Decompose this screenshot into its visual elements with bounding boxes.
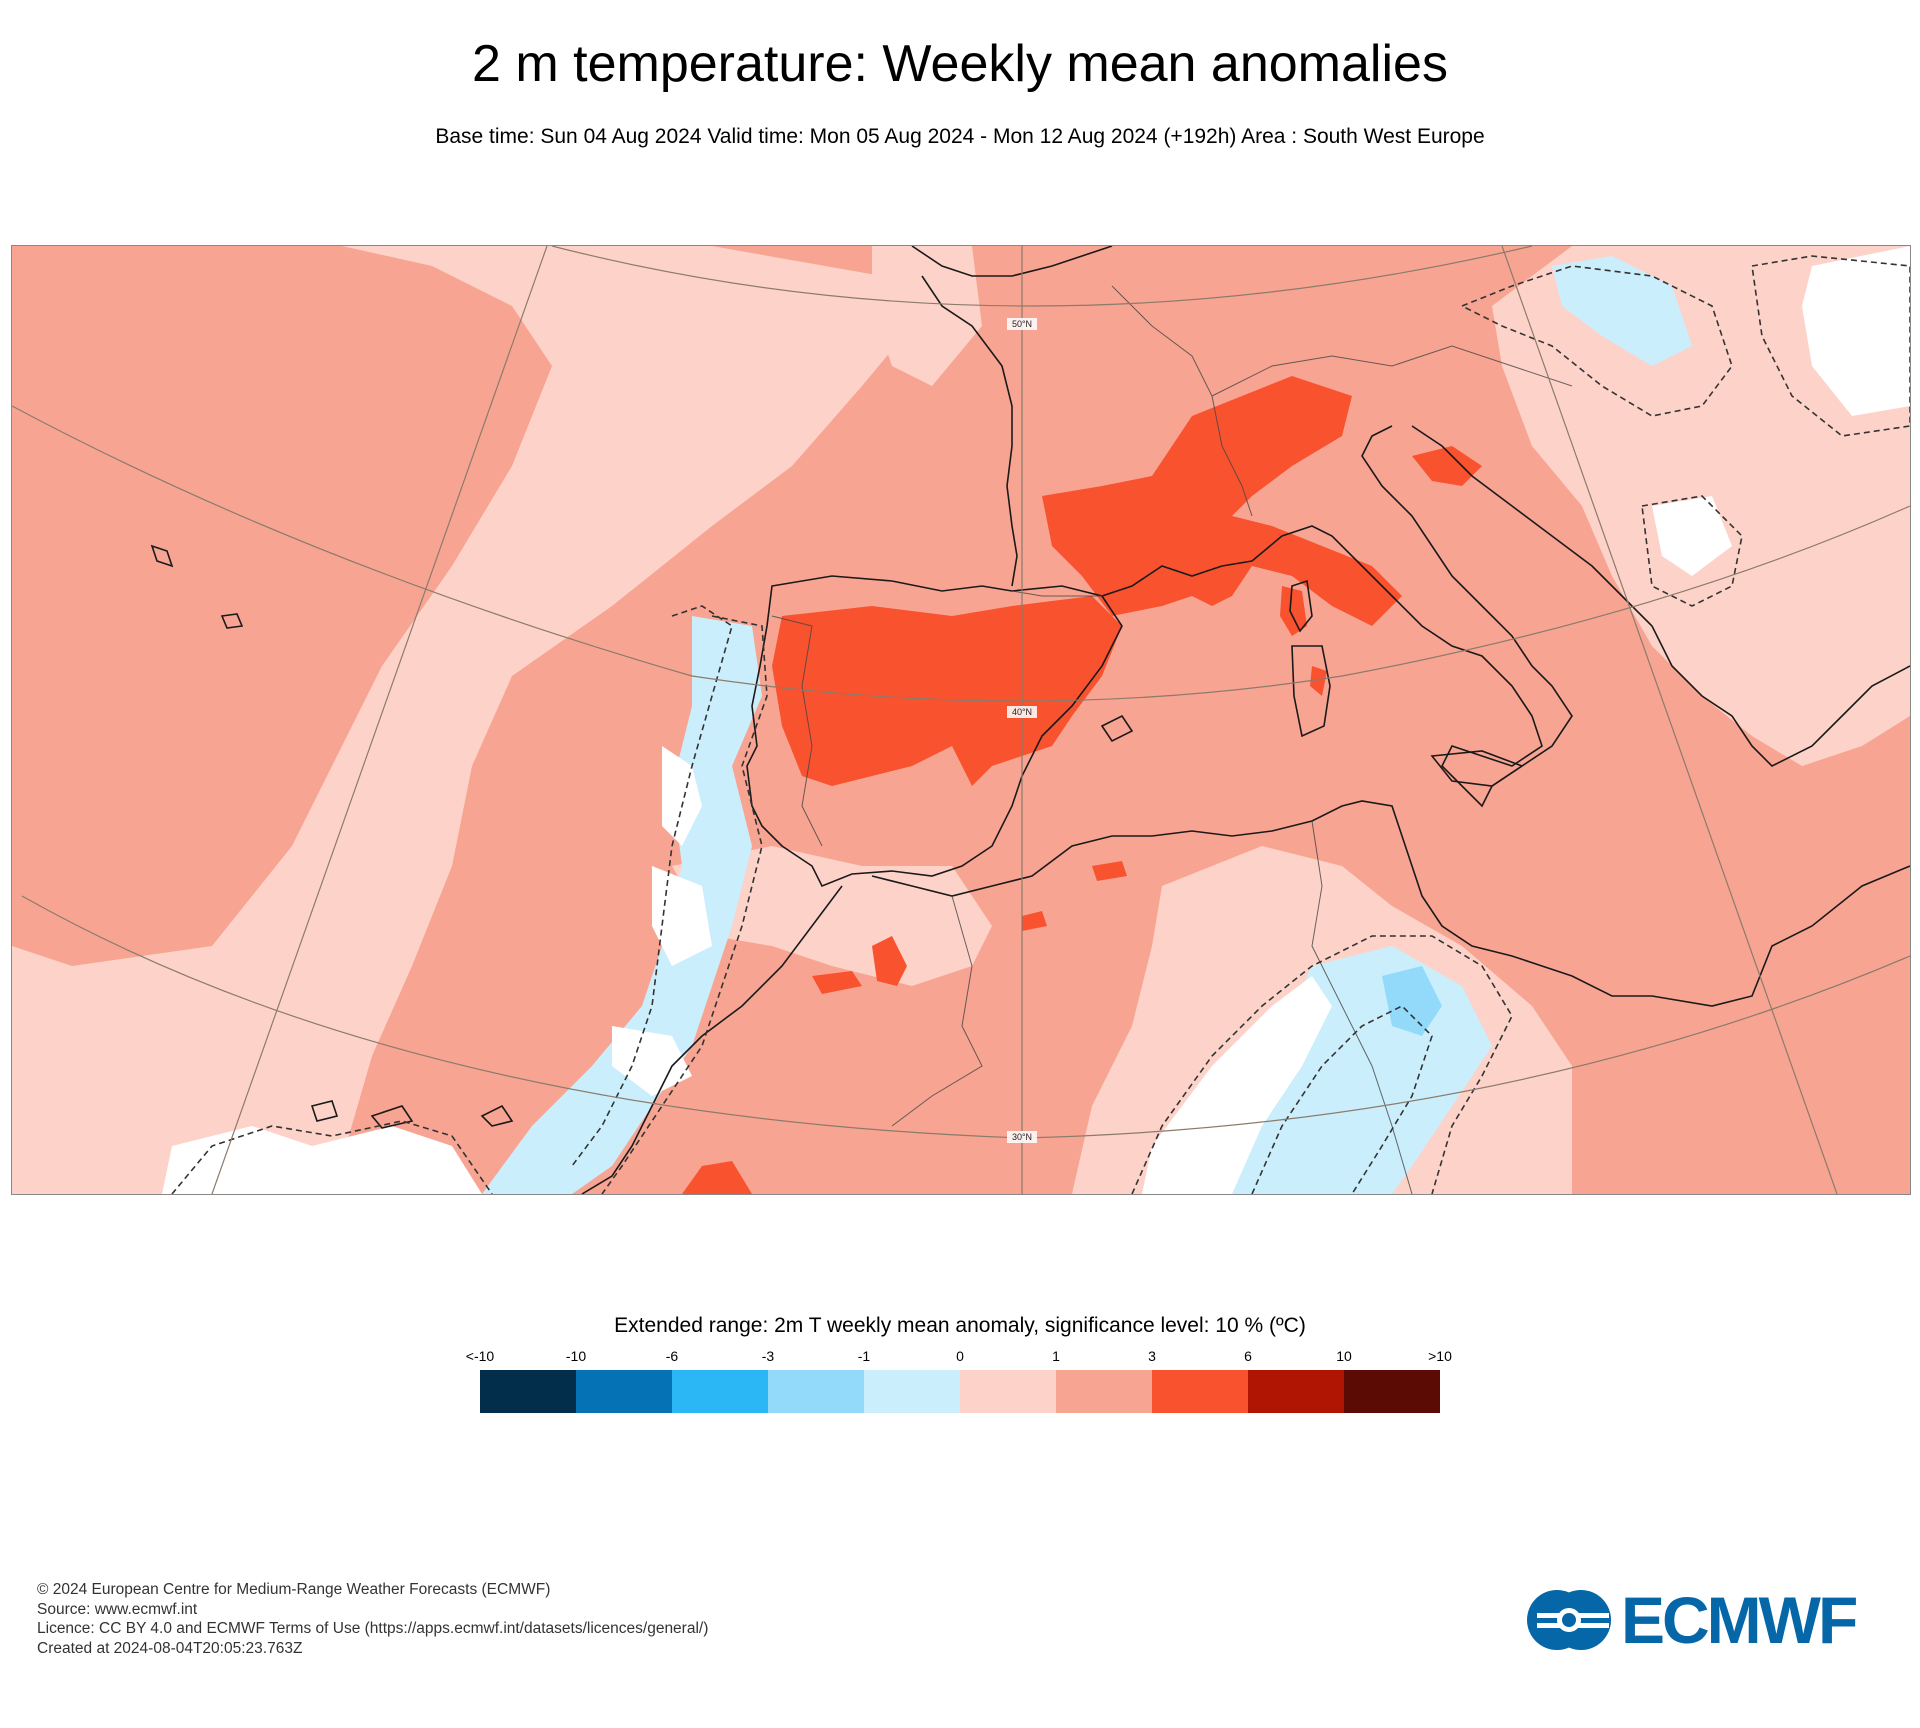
anomaly-3-6-sahara: [682, 1161, 752, 1194]
legend-colorbar: [480, 1370, 1440, 1413]
footer: © 2024 European Centre for Medium-Range …: [37, 1580, 708, 1658]
non-sig-canaries: [162, 1126, 482, 1194]
contour-africa: [1131, 935, 1513, 1194]
legend-swatch: [576, 1370, 672, 1413]
coast-britain: [911, 246, 1113, 277]
lat-label-bg-50: [1007, 318, 1037, 330]
anomaly-0-1-iberia-coast: [672, 846, 992, 986]
anomaly-3-6-iberia: [772, 596, 1122, 786]
coast-greece: [1651, 625, 1910, 767]
contour-africa-inner: [1251, 1005, 1433, 1194]
coast-corsica: [1289, 579, 1313, 633]
anomaly-3-6-france: [1042, 376, 1402, 626]
legend-ticks: <-10 -10 -6 -3 -1 0 1 3 6 10 >10: [466, 1348, 1452, 1366]
ecmwf-logo-mark: [1527, 1590, 1611, 1650]
footer-copyright: © 2024 European Centre for Medium-Range …: [37, 1581, 551, 1598]
coastlines: [150, 246, 1910, 1194]
legend-swatch: [1248, 1370, 1344, 1413]
graticule: [12, 246, 1910, 1194]
legend-tick: 10: [1336, 1348, 1352, 1364]
lat-label-30: 30°N: [1012, 1132, 1032, 1142]
legend-tick: -6: [665, 1348, 679, 1364]
lat-label-bg-40: [1007, 706, 1037, 718]
legend-title: Extended range: 2m T weekly mean anomaly…: [614, 1314, 1306, 1337]
contour-greece: [1641, 495, 1743, 607]
contour-portugal-inner: [571, 605, 733, 1167]
chart-subtitle: Base time: Sun 04 Aug 2024 Valid time: M…: [435, 125, 1485, 148]
lat-label-bg-30: [1007, 1131, 1037, 1143]
ecmwf-logo-svg: ECMWF: [1527, 1583, 1859, 1657]
border-morocco-algeria: [891, 895, 983, 1127]
coast-sicily: [1430, 750, 1524, 787]
anomaly-0-1-atlantic: [12, 246, 912, 1194]
contour-canaries: [171, 1120, 493, 1194]
legend-tick: -3: [761, 1348, 775, 1364]
border-spain-france: [1011, 590, 1102, 597]
borders: [771, 285, 1573, 1194]
legend-swatch: [864, 1370, 960, 1413]
legend-swatch: [672, 1370, 768, 1413]
contour-portugal: [601, 615, 768, 1194]
legend-tick: 0: [956, 1348, 964, 1364]
coast-sardinia: [1291, 645, 1331, 738]
graticule-lon-west-1: [211, 246, 548, 1194]
coast-north-africa: [871, 800, 1910, 1007]
legend-swatch: [480, 1370, 576, 1413]
legend-tick: -1: [857, 1348, 871, 1364]
coast-france-med: [1101, 560, 1253, 597]
anomaly-map: 50°N 40°N 30°N: [11, 245, 1911, 1195]
legend-swatch: [1056, 1370, 1152, 1413]
graticule-lat-50: [551, 246, 1533, 307]
contour-balkans: [1460, 265, 1733, 417]
map-svg: 50°N 40°N 30°N: [12, 246, 1910, 1194]
border-spain-portugal: [771, 615, 823, 847]
non-sig-africa: [1142, 976, 1332, 1194]
anomaly-3-6-morocco: [812, 936, 907, 994]
legend-swatch: [768, 1370, 864, 1413]
legend-tick: -10: [565, 1348, 587, 1364]
footer-licence: Licence: CC BY 4.0 and ECMWF Terms of Us…: [37, 1620, 709, 1637]
anomaly-neg-balkans: [1552, 256, 1692, 366]
legend-tick: 1: [1052, 1348, 1060, 1364]
coast-adriatic-east: [1411, 425, 1653, 627]
legend-swatch: [1344, 1370, 1440, 1413]
border-central-europe: [1211, 345, 1573, 397]
significance-contours: [171, 255, 1910, 1194]
legend-tick: <-10: [465, 1348, 495, 1364]
anomaly-0-1-north: [872, 246, 982, 386]
logo-center-dot: [1562, 1613, 1576, 1627]
chart-title: 2 m temperature: Weekly mean anomalies: [472, 35, 1448, 93]
anomaly-3-6-adriatic: [1412, 446, 1482, 486]
legend-tick: 3: [1148, 1348, 1156, 1364]
anomaly-3-6-algeria: [1022, 861, 1127, 931]
coast-canaries: [310, 1100, 514, 1129]
coast-france-west: [921, 275, 1018, 587]
contour-east: [1751, 255, 1910, 437]
ecmwf-logo: ECMWF: [1525, 1583, 1885, 1657]
coast-balearics: [1100, 714, 1134, 743]
footer-created: Created at 2024-08-04T20:05:23.763Z: [37, 1639, 303, 1657]
anomaly-m3-m1-africa: [1382, 966, 1442, 1036]
footer-source: Source: www.ecmwf.int: [37, 1600, 198, 1618]
legend-swatch: [1152, 1370, 1248, 1413]
anomaly-neg-portugal-coast: [482, 616, 762, 1194]
legend-tick: >10: [1428, 1348, 1452, 1364]
coast-italy: [1251, 425, 1573, 808]
logo-text: ECMWF: [1621, 1588, 1856, 1652]
non-sig-balkans: [1652, 246, 1910, 576]
lat-label-40: 40°N: [1012, 707, 1032, 717]
coast-iberia: [746, 575, 1123, 888]
coast-azores: [150, 544, 244, 629]
coast-morocco-atlantic: [581, 885, 843, 1194]
legend-tick: 6: [1244, 1348, 1252, 1364]
lat-label-50: 50°N: [1012, 319, 1032, 329]
lat-labels: 50°N 40°N 30°N: [1007, 318, 1037, 1143]
legend-swatch: [960, 1370, 1056, 1413]
graticule-lat-40: [12, 405, 1910, 702]
graticule-lon-east-1: [1501, 246, 1838, 1194]
border-algeria-tunisia: [1311, 820, 1413, 1194]
